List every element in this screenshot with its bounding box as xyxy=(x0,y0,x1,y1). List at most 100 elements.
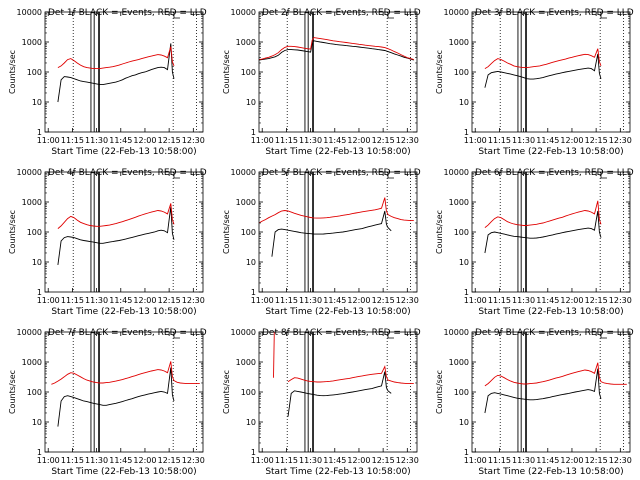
series-lld-line xyxy=(484,200,602,228)
x-tick-label: 11:45 xyxy=(536,136,559,145)
series-lld-line xyxy=(259,197,414,224)
series-events-line xyxy=(57,43,175,103)
x-tick-label: 11:30 xyxy=(85,456,108,465)
y-tick-label: 1 xyxy=(464,128,469,137)
y-tick-label: 1000 xyxy=(236,38,256,47)
y-tick-label: 1 xyxy=(37,448,42,457)
x-axis-label: Start Time (22-Feb-13 10:58:00) xyxy=(51,467,196,477)
x-tick-label: 12:15 xyxy=(585,456,608,465)
x-tick-label: 11:45 xyxy=(323,456,346,465)
corner-mark xyxy=(173,332,180,339)
x-tick-label: 12:00 xyxy=(133,456,156,465)
x-tick-label: 11:30 xyxy=(512,296,535,305)
panel-det-2: Det 2f BLACK = Events, RED = LLD Counts/s… xyxy=(222,8,421,157)
x-tick-label: 11:00 xyxy=(251,136,274,145)
plot-frame xyxy=(471,331,631,453)
y-tick-label: 1000 xyxy=(449,198,469,207)
x-tick-label: 11:00 xyxy=(37,136,60,145)
y-axis-label: Counts/sec xyxy=(435,370,444,414)
y-tick-label: 10 xyxy=(246,258,256,267)
y-tick-label: 1 xyxy=(37,288,42,297)
y-tick-label: 10 xyxy=(459,418,469,427)
panel-det-4: Det 4f BLACK = Events, RED = LLD Counts/s… xyxy=(8,168,207,317)
x-tick-label: 11:30 xyxy=(299,296,322,305)
y-tick-label: 10 xyxy=(246,418,256,427)
x-axis-label: Start Time (22-Feb-13 10:58:00) xyxy=(265,147,410,157)
x-axis-label: Start Time (22-Feb-13 10:58:00) xyxy=(478,467,623,477)
chart-title: Det 1f BLACK = Events, RED = LLD xyxy=(48,8,207,18)
x-tick-label: 11:15 xyxy=(488,136,511,145)
series-lld-line xyxy=(259,37,414,61)
x-tick-label: 11:45 xyxy=(536,296,559,305)
x-axis-label: Start Time (22-Feb-13 10:58:00) xyxy=(51,307,196,317)
y-tick-label: 1 xyxy=(464,448,469,457)
y-tick-label: 10000 xyxy=(17,8,42,17)
chart-title: Det 7f BLACK = Events, RED = LLD xyxy=(48,328,207,338)
x-tick-label: 12:15 xyxy=(372,136,395,145)
x-tick-label: 11:00 xyxy=(251,456,274,465)
x-tick-label: 11:45 xyxy=(323,136,346,145)
x-axis-label: Start Time (22-Feb-13 10:58:00) xyxy=(478,147,623,157)
x-tick-label: 12:30 xyxy=(182,296,205,305)
x-tick-label: 12:30 xyxy=(609,296,632,305)
x-axis-label: Start Time (22-Feb-13 10:58:00) xyxy=(265,467,410,477)
x-tick-label: 11:15 xyxy=(488,296,511,305)
plot-frame xyxy=(44,171,204,293)
y-tick-label: 100 xyxy=(27,68,42,77)
plot-frame xyxy=(44,331,204,453)
x-tick-label: 11:15 xyxy=(275,136,298,145)
x-tick-label: 12:15 xyxy=(158,296,181,305)
x-tick-label: 12:15 xyxy=(158,136,181,145)
plot-frame xyxy=(258,171,418,293)
corner-mark xyxy=(387,332,394,339)
y-tick-label: 1000 xyxy=(22,198,42,207)
x-tick-label: 11:45 xyxy=(109,456,132,465)
series-events-line xyxy=(271,210,392,257)
x-tick-label: 11:00 xyxy=(37,456,60,465)
corner-mark xyxy=(387,12,394,19)
series-lld-line xyxy=(57,203,175,229)
y-tick-label: 1 xyxy=(251,448,256,457)
y-tick-label: 10000 xyxy=(17,168,42,177)
corner-mark xyxy=(173,172,180,179)
series-lld-line xyxy=(484,48,602,69)
x-tick-label: 12:30 xyxy=(609,136,632,145)
y-tick-label: 100 xyxy=(454,388,469,397)
x-tick-label: 11:30 xyxy=(299,456,322,465)
y-tick-label: 10 xyxy=(459,98,469,107)
series-lld-line xyxy=(51,361,200,385)
panel-det-5: Det 5f BLACK = Events, RED = LLD Counts/s… xyxy=(222,168,421,317)
y-tick-label: 1000 xyxy=(22,358,42,367)
x-tick-label: 12:30 xyxy=(182,456,205,465)
y-tick-label: 10000 xyxy=(444,328,469,337)
x-tick-label: 11:15 xyxy=(488,456,511,465)
x-tick-label: 12:15 xyxy=(372,296,395,305)
y-tick-label: 1 xyxy=(251,128,256,137)
y-axis-label: Counts/sec xyxy=(8,370,17,414)
chart-title: Det 9f BLACK = Events, RED = LLD xyxy=(475,328,634,338)
x-tick-label: 11:30 xyxy=(512,136,535,145)
y-tick-label: 10000 xyxy=(17,328,42,337)
y-tick-label: 100 xyxy=(27,388,42,397)
y-axis-label: Counts/sec xyxy=(435,210,444,254)
y-tick-label: 10000 xyxy=(444,8,469,17)
x-tick-label: 11:00 xyxy=(251,296,274,305)
plot-frame xyxy=(44,11,204,133)
panel-det-8: Det 8f BLACK = Events, RED = LLD Counts/s… xyxy=(222,328,421,477)
x-tick-label: 11:45 xyxy=(323,296,346,305)
x-tick-label: 11:00 xyxy=(464,136,487,145)
x-tick-label: 11:30 xyxy=(85,296,108,305)
x-tick-label: 12:00 xyxy=(347,136,370,145)
x-axis-label: Start Time (22-Feb-13 10:58:00) xyxy=(478,307,623,317)
x-tick-label: 11:45 xyxy=(109,136,132,145)
series-lld-line xyxy=(57,46,175,70)
x-tick-label: 11:30 xyxy=(512,456,535,465)
corner-mark xyxy=(387,172,394,179)
y-tick-label: 10000 xyxy=(231,168,256,177)
y-tick-label: 100 xyxy=(454,228,469,237)
y-tick-label: 10 xyxy=(32,258,42,267)
x-tick-label: 11:15 xyxy=(275,456,298,465)
x-axis-label: Start Time (22-Feb-13 10:58:00) xyxy=(51,147,196,157)
y-tick-label: 100 xyxy=(27,228,42,237)
